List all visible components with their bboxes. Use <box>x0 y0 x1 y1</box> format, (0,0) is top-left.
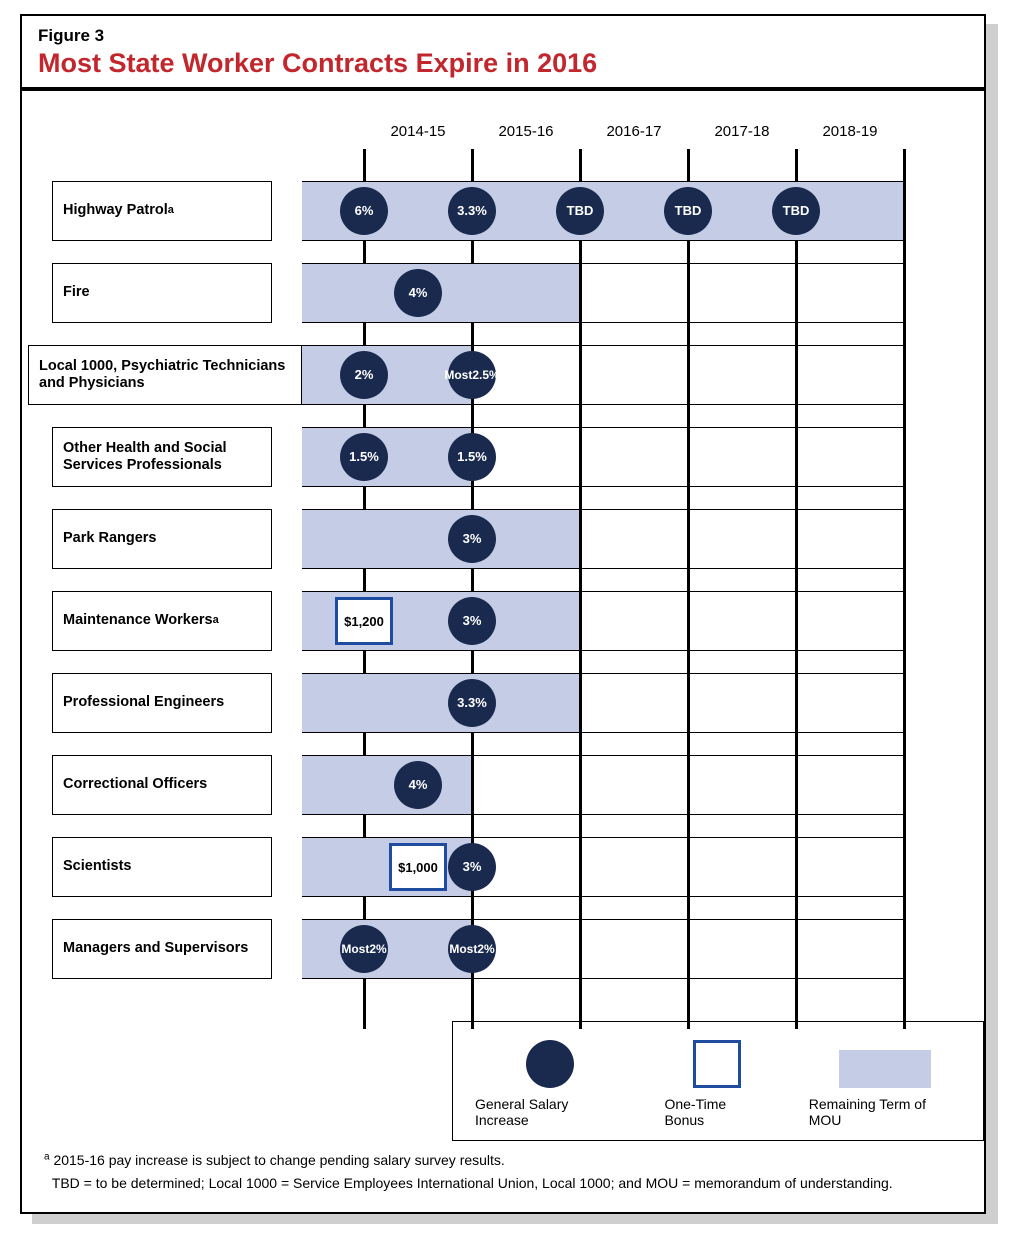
year-header: 2018-19 <box>796 123 904 140</box>
legend-item: Remaining Term of MOU <box>809 1050 961 1128</box>
row-label: Managers and Supervisors <box>52 919 272 979</box>
legend-label: General Salary Increase <box>475 1096 624 1128</box>
row-label: Correctional Officers <box>52 755 272 815</box>
legend-circle-icon <box>526 1040 574 1088</box>
salary-increase-circle: 3% <box>448 843 496 891</box>
mou-bar <box>302 755 472 815</box>
chart-row: Managers and Supervisors Most2% Most2% <box>52 919 954 979</box>
chart-row: Correctional Officers 4% <box>52 755 954 815</box>
row-label: Maintenance Workersa <box>52 591 272 651</box>
salary-increase-circle: 3.3% <box>448 679 496 727</box>
footnote-a: a 2015-16 pay increase is subject to cha… <box>44 1149 962 1171</box>
legend-label: One-Time Bonus <box>664 1096 768 1128</box>
page: Figure 3 Most State Worker Contracts Exp… <box>0 0 1018 1250</box>
figure-header: Figure 3 Most State Worker Contracts Exp… <box>22 16 984 91</box>
salary-increase-circle: TBD <box>664 187 712 235</box>
row-label: Other Health and Social Services Profess… <box>52 427 272 487</box>
legend-item: General Salary Increase <box>475 1040 624 1128</box>
salary-increase-circle: Most2.5% <box>448 351 496 399</box>
figure-label: Figure 3 <box>38 26 968 46</box>
year-header: 2015-16 <box>472 123 580 140</box>
salary-increase-circle: 2% <box>340 351 388 399</box>
row-label: Highway Patrola <box>52 181 272 241</box>
chart-row: Professional Engineers 3.3% <box>52 673 954 733</box>
year-header: 2017-18 <box>688 123 796 140</box>
chart-row: Scientists $1,0003% <box>52 837 954 897</box>
salary-increase-circle: 3% <box>448 515 496 563</box>
row-label: Scientists <box>52 837 272 897</box>
legend-bonus-icon <box>693 1040 741 1088</box>
salary-increase-circle: 4% <box>394 761 442 809</box>
bonus-box: $1,000 <box>389 843 447 891</box>
row-label: Park Rangers <box>52 509 272 569</box>
footnotes: a 2015-16 pay increase is subject to cha… <box>44 1149 962 1194</box>
legend-bar-icon <box>839 1050 931 1088</box>
mou-bar <box>302 673 580 733</box>
salary-increase-circle: 6% <box>340 187 388 235</box>
row-label: Professional Engineers <box>52 673 272 733</box>
chart-row: Other Health and Social Services Profess… <box>52 427 954 487</box>
salary-increase-circle: TBD <box>772 187 820 235</box>
salary-increase-circle: 1.5% <box>448 433 496 481</box>
row-label: Fire <box>52 263 272 323</box>
year-header: 2014-15 <box>364 123 472 140</box>
bonus-box: $1,200 <box>335 597 393 645</box>
chart-row: Local 1000, Psychiatric Technicians and … <box>52 345 954 405</box>
chart-row: Park Rangers 3% <box>52 509 954 569</box>
legend-item: One-Time Bonus <box>664 1040 768 1128</box>
salary-increase-circle: TBD <box>556 187 604 235</box>
chart-row: Highway Patrola 6% 3.3% TBD TBD TBD <box>52 181 954 241</box>
salary-increase-circle: 3.3% <box>448 187 496 235</box>
figure-box: Figure 3 Most State Worker Contracts Exp… <box>20 14 986 1214</box>
legend: General Salary Increase One-Time Bonus Rem… <box>452 1021 984 1141</box>
salary-increase-circle: 1.5% <box>340 433 388 481</box>
chart-area: 2014-152015-162016-172017-182018-19 Highw… <box>22 91 984 1041</box>
salary-increase-circle: 3% <box>448 597 496 645</box>
chart-row: Fire 4% <box>52 263 954 323</box>
mou-bar <box>302 509 580 569</box>
row-label: Local 1000, Psychiatric Technicians and … <box>28 345 302 405</box>
footnote-tbd: TBD = to be determined; Local 1000 = Ser… <box>44 1172 962 1194</box>
salary-increase-circle: Most2% <box>340 925 388 973</box>
chart-row: Maintenance Workersa $1,200 3% <box>52 591 954 651</box>
year-header: 2016-17 <box>580 123 688 140</box>
salary-increase-circle: 4% <box>394 269 442 317</box>
salary-increase-circle: Most2% <box>448 925 496 973</box>
figure-title: Most State Worker Contracts Expire in 20… <box>38 48 968 79</box>
legend-label: Remaining Term of MOU <box>809 1096 961 1128</box>
